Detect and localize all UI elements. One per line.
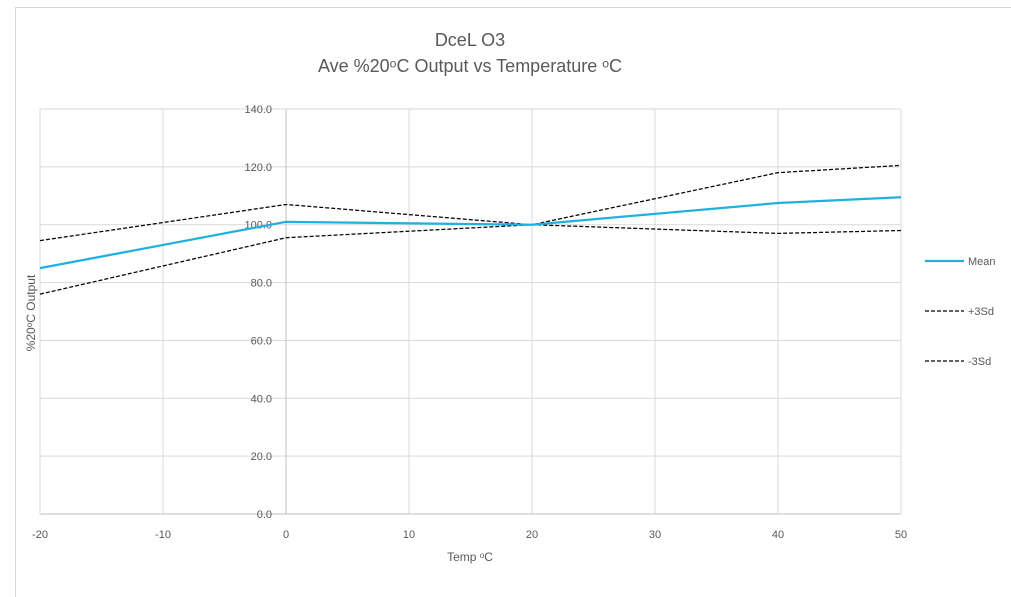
x-tick-label: -10 xyxy=(155,529,171,541)
x-axis-title: Temp ᵒC xyxy=(447,550,493,564)
x-tick-label: 30 xyxy=(649,529,661,541)
series-line-3sd xyxy=(39,224,902,295)
legend-label: Mean xyxy=(968,256,996,268)
x-tick-label: 10 xyxy=(403,529,415,541)
legend-label: -3Sd xyxy=(968,356,991,368)
chart-subtitle: Ave %20ᵒC Output vs Temperature ᵒC xyxy=(318,56,622,76)
chart-frame xyxy=(15,7,1011,597)
grid xyxy=(39,108,902,515)
x-tick-label: 20 xyxy=(526,529,538,541)
y-tick-label: 60.0 xyxy=(251,335,272,347)
x-tick-label: 0 xyxy=(283,529,289,541)
legend: Mean +3Sd -3Sd xyxy=(925,256,996,368)
x-tick-label: 50 xyxy=(895,529,907,541)
x-axis-ticks: -20 -10 0 10 20 30 40 50 xyxy=(32,529,907,541)
series-line-mean xyxy=(39,196,902,270)
legend-label: +3Sd xyxy=(968,306,994,318)
y-tick-label: 140.0 xyxy=(244,104,272,116)
y-tick-label: 40.0 xyxy=(251,393,272,405)
series-lines xyxy=(39,164,902,295)
x-tick-label: 40 xyxy=(772,529,784,541)
chart-title: DceL O3 xyxy=(435,30,505,50)
y-tick-label: 80.0 xyxy=(251,278,272,290)
y-tick-label: 20.0 xyxy=(251,451,272,463)
y-axis-title: %20ᵒC Output xyxy=(24,274,38,351)
y-tick-label: 0.0 xyxy=(257,509,272,521)
x-tick-label: -20 xyxy=(32,529,48,541)
y-tick-label: 120.0 xyxy=(244,162,272,174)
